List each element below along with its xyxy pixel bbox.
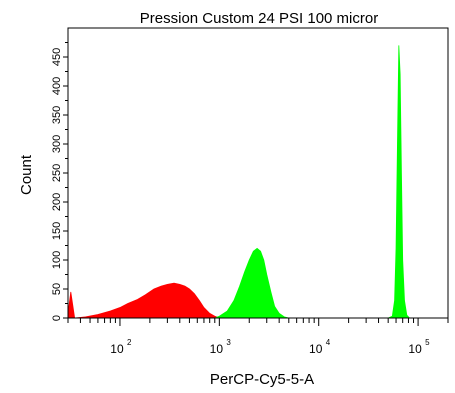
chart-title: Pression Custom 24 PSI 100 micror <box>140 10 378 27</box>
x-tick-label: 10 <box>408 342 422 356</box>
x-tick-exponent: 2 <box>127 338 132 347</box>
y-tick-label: 350 <box>51 106 63 124</box>
x-tick-label: 10 <box>110 342 124 356</box>
y-tick-label: 0 <box>51 315 63 321</box>
y-tick-label: 50 <box>51 283 63 295</box>
y-tick-label: 100 <box>51 251 63 269</box>
x-tick-exponent: 5 <box>425 338 430 347</box>
plot-area <box>67 27 449 319</box>
x-axis-label: PerCP-Cy5-5-A <box>210 371 314 388</box>
histogram-series-2 <box>214 247 289 319</box>
x-tick-label: 10 <box>309 342 323 356</box>
y-tick-label: 450 <box>51 48 63 66</box>
y-axis: 0 50 100 150 200 250 300 350 400 450 <box>51 42 68 321</box>
x-tick-label: 10 <box>210 342 224 356</box>
series-layer <box>67 45 411 319</box>
x-axis: 10 2 10 3 10 4 10 5 <box>67 318 449 356</box>
y-tick-label: 200 <box>51 193 63 211</box>
y-tick-label: 150 <box>51 222 63 240</box>
y-tick-label: 400 <box>51 77 63 95</box>
y-tick-label: 250 <box>51 164 63 182</box>
x-tick-exponent: 3 <box>226 338 231 347</box>
histogram-series-3 <box>388 45 411 319</box>
y-axis-label: Count <box>18 154 35 195</box>
histogram-series-1 <box>67 282 220 319</box>
y-tick-label: 300 <box>51 135 63 153</box>
x-tick-exponent: 4 <box>326 338 331 347</box>
